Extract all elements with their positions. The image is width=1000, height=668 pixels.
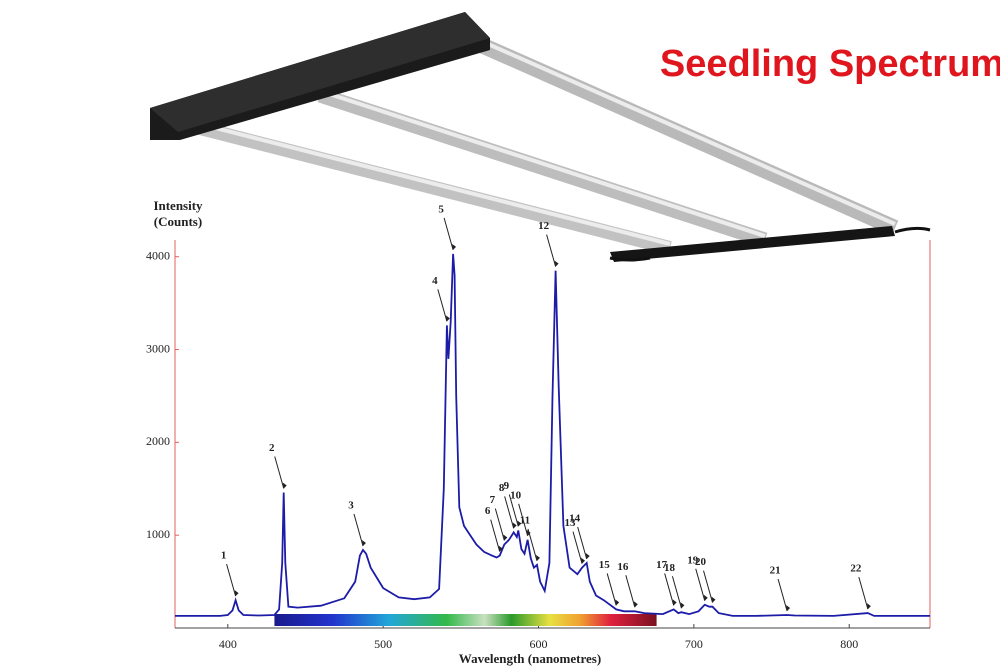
annotation-arrowhead — [615, 599, 620, 606]
annotation-label: 18 — [664, 562, 676, 574]
x-tick-label: 400 — [219, 637, 237, 651]
annotation-arrow — [546, 234, 557, 267]
annotation-label: 12 — [538, 220, 550, 232]
annotation-arrowhead — [517, 520, 522, 527]
annotation-arrowhead — [585, 553, 590, 560]
annotation-label: 9 — [504, 480, 510, 492]
annotation-arrow — [353, 513, 364, 547]
annotation-label: 13 — [565, 517, 577, 529]
annotation-arrowhead — [866, 603, 871, 610]
annotation-label: 2 — [269, 442, 275, 454]
annotation-arrow — [777, 578, 788, 612]
annotation-label: 17 — [656, 559, 668, 571]
annotation-arrow — [577, 526, 588, 560]
annotation-arrow — [664, 573, 675, 606]
annotation-label: 11 — [520, 514, 530, 526]
annotation-label: 4 — [432, 275, 438, 287]
annotation-arrow — [695, 568, 706, 601]
annotation-arrow — [606, 573, 617, 606]
x-tick-label: 800 — [840, 637, 858, 651]
annotation-label: 21 — [770, 565, 781, 577]
annotation-arrowhead — [554, 260, 559, 267]
annotation-arrow — [671, 576, 682, 609]
lamp-illustration — [150, 12, 931, 262]
annotation-label: 6 — [485, 505, 491, 517]
annotation-arrowhead — [535, 554, 540, 561]
annotation-arrowhead — [498, 545, 503, 552]
annotation-arrowhead — [680, 602, 685, 609]
x-tick-label: 600 — [530, 637, 548, 651]
annotation-arrow — [858, 577, 869, 610]
annotation-label: 10 — [510, 489, 522, 501]
annotation-arrowhead — [703, 594, 708, 601]
annotation-label: 15 — [599, 559, 611, 571]
annotation-arrow — [226, 564, 237, 597]
annotation-arrow — [572, 531, 583, 564]
annotation-label: 3 — [348, 500, 354, 512]
annotation-label: 22 — [850, 563, 862, 575]
annotation-arrowhead — [786, 605, 791, 612]
annotation-label: 20 — [695, 556, 707, 568]
annotation-arrow — [527, 528, 538, 562]
annotation-label: 14 — [569, 513, 581, 525]
annotation-arrow — [274, 456, 285, 489]
annotation-arrowhead — [633, 601, 638, 608]
annotation-arrowhead — [452, 243, 457, 250]
annotation-label: 5 — [438, 203, 444, 215]
annotation-arrowhead — [361, 540, 366, 547]
y-tick-label: 4000 — [146, 248, 170, 262]
x-tick-label: 500 — [374, 637, 392, 651]
annotation-arrowhead — [234, 590, 239, 597]
annotation-arrow — [494, 508, 505, 541]
annotation-label: 7 — [490, 494, 496, 506]
chart-title: Seedling Spectrum — [660, 43, 1000, 85]
annotation-arrowhead — [512, 522, 517, 529]
x-tick-label: 700 — [685, 637, 703, 651]
annotation-arrowhead — [445, 315, 450, 322]
annotation-arrowhead — [711, 596, 716, 603]
spectrum-bar — [274, 614, 657, 626]
annotation-arrow — [703, 570, 713, 603]
annotation-arrowhead — [672, 599, 677, 606]
annotation-arrow — [443, 217, 454, 251]
annotation-label: 8 — [499, 482, 505, 494]
annotation-arrow — [518, 503, 529, 536]
annotation-label: 19 — [687, 554, 699, 566]
y-tick-label: 2000 — [146, 434, 170, 448]
y-axis-title: Intensity (Counts) — [153, 198, 203, 229]
annotation-arrow — [490, 519, 501, 552]
annotation-arrowhead — [503, 534, 508, 541]
annotation-arrow — [504, 496, 515, 529]
annotation-label: 1 — [221, 550, 227, 562]
annotation-arrowhead — [282, 482, 287, 489]
x-axis-title: Wavelength (nanometres) — [459, 651, 601, 666]
annotation-arrowhead — [581, 557, 586, 564]
annotation-arrow — [508, 494, 519, 527]
annotation-arrow — [625, 575, 636, 608]
annotation-label: 16 — [617, 561, 629, 573]
y-tick-label: 1000 — [146, 527, 170, 541]
y-tick-label: 3000 — [146, 341, 170, 355]
annotation-arrow — [437, 289, 448, 322]
spectrum-line — [175, 253, 930, 617]
